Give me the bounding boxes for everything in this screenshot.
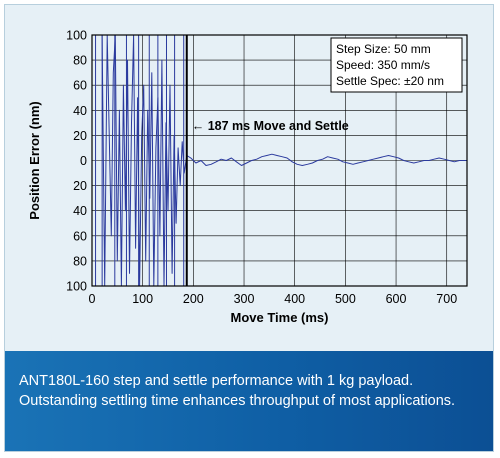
y-tick-label: 20 [73, 179, 87, 193]
legend-box: Step Size: 50 mm Speed: 350 mm/s Settle … [330, 37, 463, 93]
x-tick-label: 300 [234, 292, 255, 306]
figure-card: 0 100 200 300 400 500 600 700 100 80 60 40 20 0 20 40 6… [4, 4, 494, 452]
legend-frame [330, 37, 463, 93]
x-tick-label: 200 [183, 292, 204, 306]
y-tick-label: 40 [73, 204, 87, 218]
x-axis-label: Move Time (ms) [230, 310, 328, 325]
x-tick-label: 100 [132, 292, 153, 306]
x-tick-label: 600 [386, 292, 407, 306]
series-layer [92, 34, 467, 287]
x-tick-label: 0 [89, 292, 96, 306]
legend-line-speed: Speed: 350 mm/s [336, 58, 430, 72]
y-tick-label: 100 [66, 280, 87, 294]
caption-banner: ANT180L-160 step and settle performance … [5, 351, 493, 451]
y-tick-label: 80 [73, 54, 87, 68]
caption-line-2: Outstanding settling time enhances throu… [19, 393, 456, 409]
caption-line-1: ANT180L-160 step and settle performance … [19, 373, 414, 389]
position-error-chart: 0 100 200 300 400 500 600 700 10080604020020406… [27, 29, 468, 325]
y-tick-label: 0 [80, 154, 87, 168]
series-line [92, 34, 467, 287]
y-tick-label: 60 [73, 79, 87, 93]
x-tick-label: 700 [436, 292, 457, 306]
y-tick-label: 60 [73, 229, 87, 243]
y-tick-labels: 100 80 60 40 20 0 20 40 60 80 100 [66, 29, 87, 294]
y-tick-label: 20 [73, 129, 87, 143]
legend-line-step-size: Step Size: 50 mm [336, 42, 431, 56]
y-tick-label: 100 [66, 29, 87, 43]
legend-line-settle-spec: Settle Spec: ±20 nm [336, 74, 444, 88]
x-tick-label: 400 [284, 292, 305, 306]
x-tick-label: 500 [335, 292, 356, 306]
y-tick-label: 80 [73, 254, 87, 268]
y-axis-label: Position Error (nm) [27, 101, 42, 219]
plot-frame [91, 34, 468, 287]
y-tick-label: 40 [73, 104, 87, 118]
x-tick-labels: 0 100 200 300 400 500 600 700 [89, 292, 458, 306]
settle-annotation: ← 187 ms Move and Settle [192, 119, 349, 133]
